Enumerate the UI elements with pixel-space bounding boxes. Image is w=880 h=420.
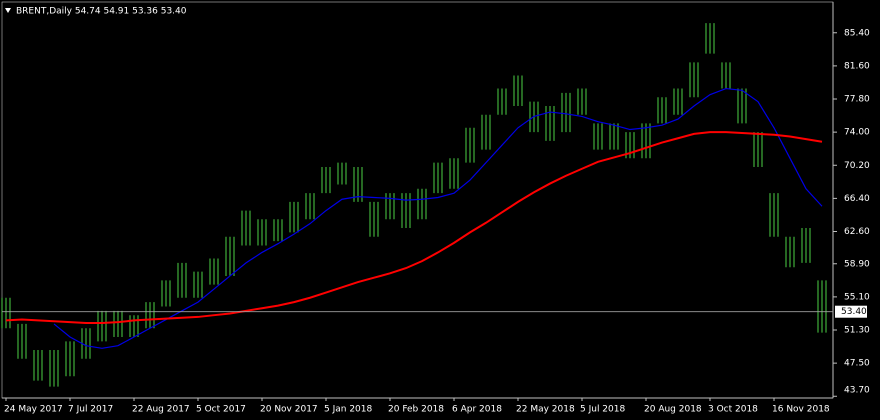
price-bar: [177, 262, 187, 298]
price-bar: [721, 62, 731, 89]
x-tick-label: 5 Jul 2018: [580, 405, 625, 415]
y-tick-label: 58.90: [844, 259, 870, 269]
price-bar: [657, 97, 667, 124]
price-bar: [641, 123, 651, 159]
price-bar: [385, 193, 395, 220]
price-bar: [673, 88, 683, 115]
price-bar: [65, 341, 75, 377]
price-bar: [433, 162, 443, 194]
y-tick-label: 74.00: [844, 128, 870, 138]
y-tick-label: 47.50: [844, 359, 870, 369]
y-tick-label: 77.80: [844, 95, 870, 105]
price-bar: [513, 75, 523, 106]
price-bar: [401, 193, 411, 229]
x-tick-label: 22 May 2018: [516, 405, 575, 415]
price-bar: [753, 132, 763, 168]
price-bar: [241, 210, 251, 246]
y-tick-label: 85.40: [844, 28, 870, 38]
price-bar: [97, 310, 107, 342]
y-tick-label: 66.40: [844, 194, 870, 204]
y-tick-label: 62.60: [844, 227, 870, 237]
price-bar: [225, 236, 235, 276]
price-bar: [497, 88, 507, 115]
last-price-box: [835, 305, 867, 318]
y-tick-label: 55.10: [844, 292, 870, 302]
price-bar: [273, 219, 283, 242]
price-bar: [337, 162, 347, 185]
x-tick-label: 16 Nov 2018: [772, 405, 830, 415]
price-bar: [129, 315, 139, 337]
x-tick-label: 24 May 2017: [4, 405, 63, 415]
x-tick-label: 20 Feb 2018: [388, 405, 444, 415]
price-bar: [417, 188, 427, 220]
x-tick-label: 5 Jan 2018: [324, 405, 372, 415]
price-bar: [785, 236, 795, 268]
price-bar: [769, 193, 779, 237]
x-tick-label: 20 Aug 2018: [644, 405, 702, 415]
price-bar: [577, 88, 587, 115]
price-bar: [817, 280, 827, 333]
price-bar: [161, 280, 171, 307]
last-price-label: 53.40: [841, 307, 867, 317]
price-bar: [1, 297, 11, 329]
price-bar: [449, 158, 459, 189]
price-bar: [609, 123, 619, 150]
y-tick-label: 51.30: [844, 326, 870, 336]
price-bar: [369, 201, 379, 237]
price-bar: [209, 258, 219, 285]
price-bar: [481, 114, 491, 150]
price-bar: [145, 302, 155, 329]
price-bar: [193, 271, 203, 298]
y-tick-label: 43.70: [844, 386, 870, 396]
price-bar: [561, 92, 571, 133]
x-tick-label: 3 Oct 2018: [708, 405, 758, 415]
plot-frame: [1, 1, 834, 399]
x-tick-label: 5 Oct 2017: [196, 405, 246, 415]
price-bar: [33, 350, 43, 381]
price-bar: [17, 323, 27, 359]
price-bar: [705, 23, 715, 54]
price-bar: [321, 167, 331, 194]
x-tick-label: 20 Nov 2017: [260, 405, 318, 415]
x-tick-label: 22 Aug 2017: [132, 405, 190, 415]
price-bar: [305, 193, 315, 220]
moving-average: [53, 87, 823, 349]
price-bar: [465, 127, 475, 163]
price-bar: [801, 228, 811, 263]
y-tick-label: 70.20: [844, 161, 870, 171]
x-tick-label: 7 Jul 2017: [68, 405, 113, 415]
moving-average: [5, 131, 823, 325]
price-bar: [689, 62, 699, 98]
price-bar: [257, 219, 267, 246]
price-bar: [737, 88, 747, 124]
y-tick-label: 81.60: [844, 61, 870, 71]
price-bar: [593, 123, 603, 150]
price-bar: [113, 310, 123, 337]
x-tick-label: 6 Apr 2018: [452, 405, 502, 415]
menu-arrow: [5, 8, 11, 13]
chart-title: BRENT,Daily 54.74 54.91 53.36 53.40: [16, 7, 187, 17]
price-bar: [289, 201, 299, 233]
price-bar: [49, 350, 59, 387]
